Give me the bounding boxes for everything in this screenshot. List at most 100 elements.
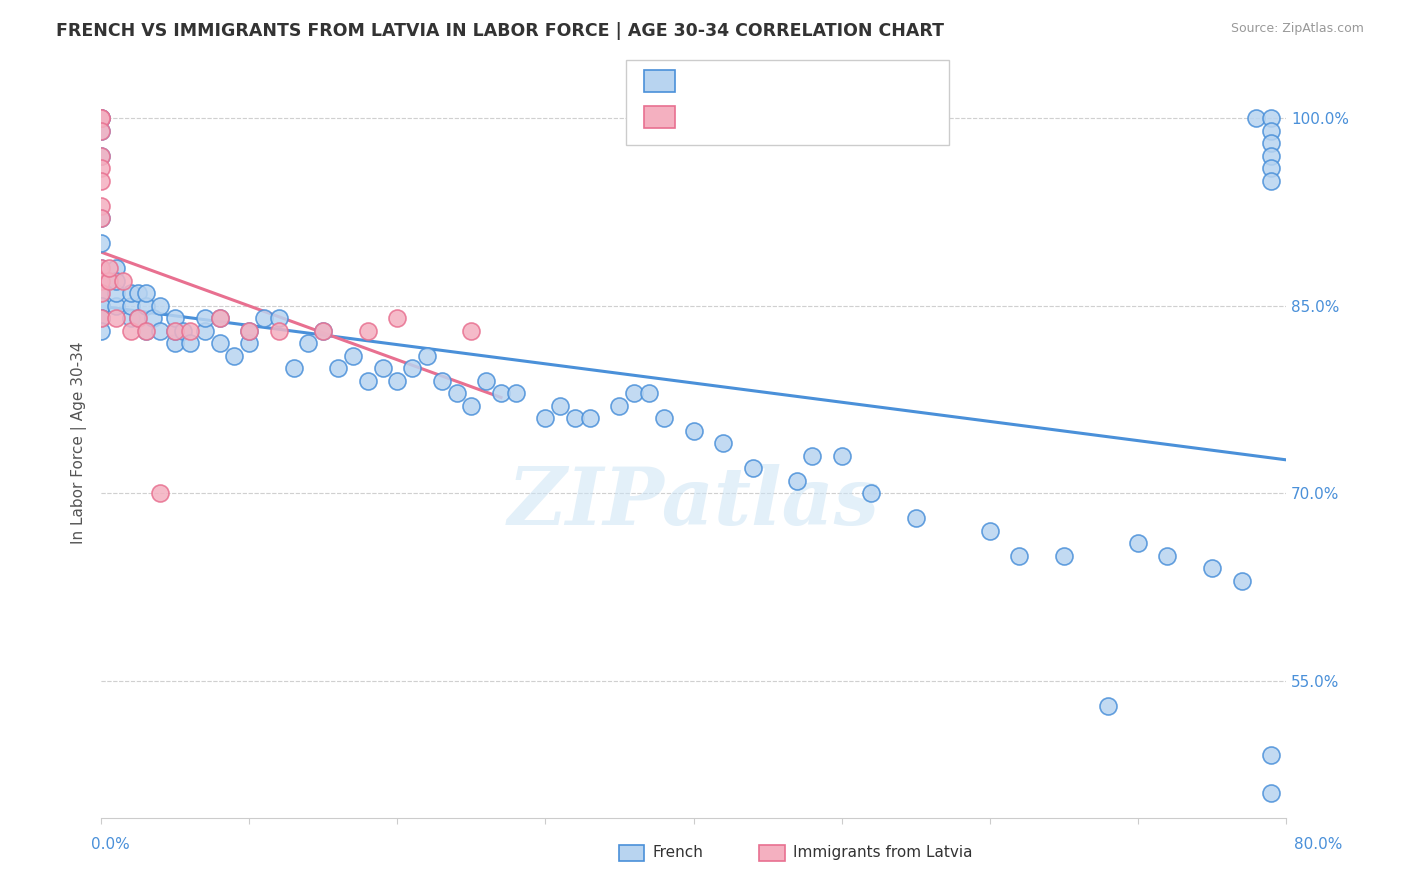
- Point: [741, 461, 763, 475]
- Point: [90, 112, 112, 126]
- Point: [860, 486, 883, 500]
- Point: [135, 324, 157, 338]
- Point: [90, 286, 112, 301]
- Point: [1260, 124, 1282, 138]
- Point: [90, 124, 112, 138]
- Point: [1260, 136, 1282, 151]
- Text: French: French: [652, 846, 703, 860]
- Point: [1126, 536, 1149, 550]
- Point: [1260, 174, 1282, 188]
- Point: [172, 324, 194, 338]
- Point: [104, 261, 127, 276]
- Point: [312, 324, 335, 338]
- Point: [194, 324, 217, 338]
- Point: [387, 374, 409, 388]
- Point: [1156, 549, 1178, 563]
- Point: [97, 261, 120, 276]
- Point: [90, 299, 112, 313]
- Point: [149, 324, 172, 338]
- Point: [387, 311, 409, 326]
- Point: [112, 274, 135, 288]
- Point: [534, 411, 557, 425]
- Point: [238, 336, 260, 351]
- Point: [90, 261, 112, 276]
- Point: [904, 511, 927, 525]
- Point: [786, 474, 808, 488]
- Point: [326, 361, 349, 376]
- Point: [142, 311, 165, 326]
- Point: [1097, 698, 1119, 713]
- Point: [623, 386, 645, 401]
- Point: [179, 324, 201, 338]
- Point: [208, 311, 231, 326]
- Point: [283, 361, 305, 376]
- Point: [548, 399, 571, 413]
- Point: [446, 386, 468, 401]
- Point: [120, 299, 142, 313]
- Point: [104, 274, 127, 288]
- Point: [312, 324, 335, 338]
- Point: [90, 211, 112, 226]
- Point: [90, 199, 112, 213]
- Point: [90, 286, 112, 301]
- Text: R = 0.413  N = 29: R = 0.413 N = 29: [682, 110, 821, 124]
- Point: [90, 161, 112, 176]
- Point: [90, 299, 112, 313]
- Y-axis label: In Labor Force | Age 30-34: In Labor Force | Age 30-34: [72, 342, 87, 544]
- Point: [90, 112, 112, 126]
- Point: [90, 311, 112, 326]
- Point: [238, 324, 260, 338]
- Point: [297, 336, 319, 351]
- Point: [357, 324, 380, 338]
- Point: [90, 211, 112, 226]
- Point: [90, 149, 112, 163]
- Point: [149, 486, 172, 500]
- Point: [165, 311, 187, 326]
- Point: [564, 411, 586, 425]
- Point: [505, 386, 527, 401]
- Point: [682, 424, 704, 438]
- Point: [1201, 561, 1223, 575]
- Point: [638, 386, 661, 401]
- Point: [90, 274, 112, 288]
- Point: [165, 324, 187, 338]
- Point: [1230, 574, 1253, 588]
- Point: [179, 336, 201, 351]
- Point: [357, 374, 380, 388]
- Point: [371, 361, 394, 376]
- Point: [208, 336, 231, 351]
- Point: [831, 449, 853, 463]
- Point: [90, 174, 112, 188]
- Point: [1260, 161, 1282, 176]
- Point: [149, 299, 172, 313]
- Point: [90, 274, 112, 288]
- Point: [90, 286, 112, 301]
- Point: [342, 349, 364, 363]
- Point: [90, 112, 112, 126]
- Point: [1260, 786, 1282, 800]
- Point: [120, 311, 142, 326]
- Text: R = 0.143  N = 92: R = 0.143 N = 92: [682, 74, 821, 88]
- Point: [90, 324, 112, 338]
- Point: [165, 324, 187, 338]
- Point: [1260, 748, 1282, 763]
- Point: [90, 311, 112, 326]
- Point: [135, 286, 157, 301]
- Point: [104, 311, 127, 326]
- Point: [401, 361, 423, 376]
- Text: 0.0%: 0.0%: [91, 838, 131, 852]
- Point: [1260, 149, 1282, 163]
- Point: [120, 286, 142, 301]
- Point: [135, 324, 157, 338]
- Point: [165, 336, 187, 351]
- Point: [90, 112, 112, 126]
- Point: [90, 124, 112, 138]
- Text: Source: ZipAtlas.com: Source: ZipAtlas.com: [1230, 22, 1364, 36]
- Text: ZIPatlas: ZIPatlas: [508, 465, 880, 542]
- Point: [609, 399, 631, 413]
- Point: [1260, 112, 1282, 126]
- Point: [801, 449, 824, 463]
- Point: [267, 324, 290, 338]
- Point: [90, 149, 112, 163]
- Point: [224, 349, 246, 363]
